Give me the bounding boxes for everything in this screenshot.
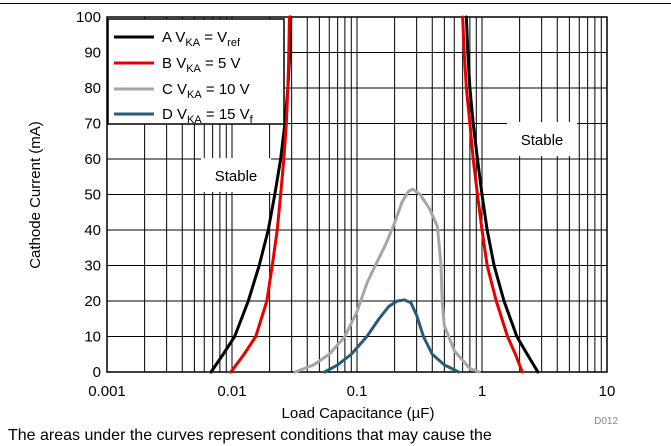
series-line-a [464,15,540,374]
figure-id: D012 [594,416,618,426]
legend-label-c: C VKA = 10 V [162,81,250,101]
series-line-d [323,298,461,374]
plot-frame [106,16,608,373]
series-line-c [293,187,481,374]
x-tick-label: 1 [478,383,486,400]
y-tick-label: 90 [84,45,101,62]
y-tick-label: 20 [84,293,101,310]
annotation-stable-left: Stable [215,168,258,185]
annotation-box-right [507,122,577,156]
legend-item-c: C VKA = 10 V [114,81,250,101]
legend-item-d: D VKA = 15 Vf [114,106,254,126]
y-tick-label: 10 [84,329,101,346]
y-tick-label: 70 [84,116,101,133]
x-tick-label: 0.1 [347,383,368,400]
legend-label-a: A VKA = Vref [162,29,241,49]
axes [106,16,608,373]
y-axis-title: Cathode Current (mA) [27,121,44,269]
top-rule [0,3,671,4]
x-tick-label: 0.001 [88,383,126,400]
legend-label-b: B VKA = 5 V [162,55,241,75]
legend-item-b: B VKA = 5 V [114,55,241,75]
legend: A VKA = Vref B VKA = 5 V C VKA = 10 V D … [107,18,285,126]
y-tick-label: 50 [84,187,101,204]
legend-label-d: D VKA = 15 Vf [162,106,254,126]
series-layer [209,15,540,374]
x-tick-label: 0.01 [217,383,246,400]
caption: The areas under the curves represent con… [8,427,492,444]
series-line-b [229,15,291,374]
x-axis-title: Load Capacitance (µF) [282,405,435,422]
y-tick-label: 100 [76,9,101,26]
x-tick-label: 10 [599,383,616,400]
y-tick-label: 0 [93,364,101,381]
y-tick-label: 30 [84,258,101,275]
legend-item-a: A VKA = Vref [114,29,241,49]
y-tick-label: 60 [84,151,101,168]
annotation-box-left [201,158,271,192]
series-line-b [461,15,524,374]
y-tick-label: 80 [84,80,101,97]
annotation-stable-right: Stable [521,132,564,149]
y-tick-label: 40 [84,222,101,239]
